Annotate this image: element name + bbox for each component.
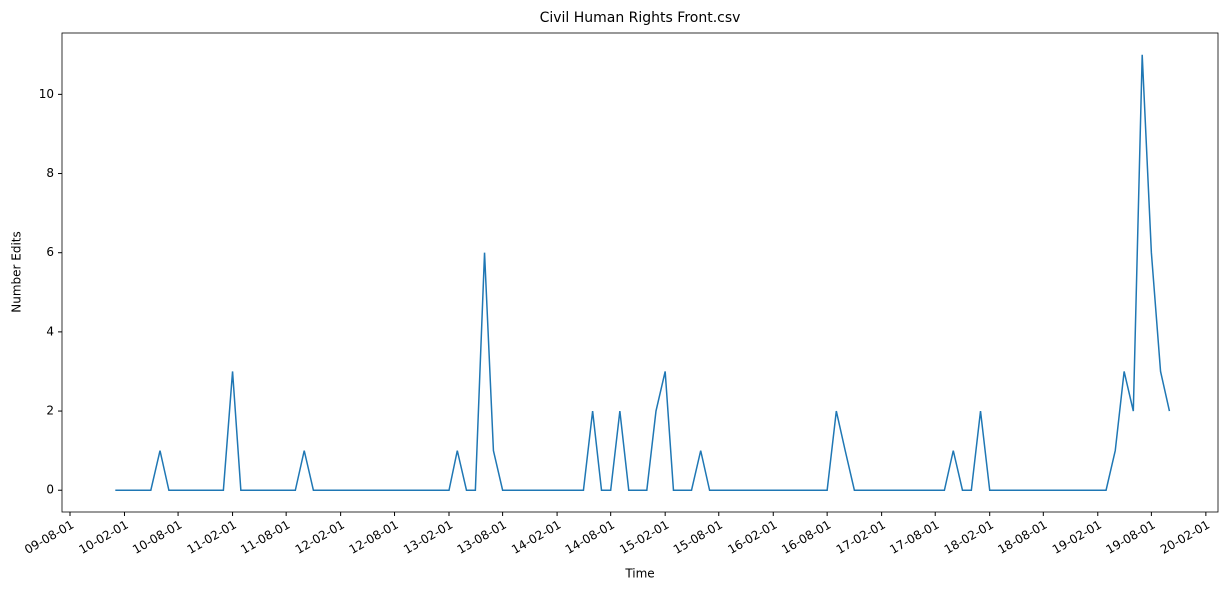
x-tick-label: 11-02-01 [185,518,239,557]
x-tick-label: 20-02-01 [1158,518,1212,557]
chart-title: Civil Human Rights Front.csv [540,10,741,26]
x-tick-label: 17-08-01 [887,518,941,557]
x-tick-label: 16-08-01 [779,518,833,557]
x-tick-label: 16-02-01 [725,518,779,557]
x-tick-label: 15-02-01 [617,518,671,557]
x-tick-label: 19-02-01 [1050,518,1104,557]
x-tick-label: 15-08-01 [671,518,725,557]
x-tick-label: 09-08-01 [22,518,76,557]
y-tick-label: 0 [46,483,54,497]
x-tick-label: 13-02-01 [401,518,455,557]
x-tick-label: 19-08-01 [1103,518,1157,557]
plot-frame [61,32,1219,513]
x-tick-label: 11-08-01 [238,518,292,557]
x-axis-label: Time [624,567,654,581]
x-tick-label: 12-02-01 [293,518,347,557]
y-tick-label: 10 [39,87,54,101]
x-tick-label: 14-08-01 [563,518,617,557]
x-tick-label: 10-08-01 [130,518,184,557]
x-tick-label: 14-02-01 [509,518,563,557]
data-line [115,54,1171,491]
x-tick-label: 17-02-01 [834,518,888,557]
x-tick-label: 12-08-01 [347,518,401,557]
y-tick-label: 2 [46,404,54,418]
x-tick-label: 18-02-01 [942,518,996,557]
y-axis-label: Number Edits [10,231,24,313]
y-tick-label: 8 [46,166,54,180]
y-tick-label: 6 [46,245,54,259]
x-tick-label: 18-08-01 [995,518,1049,557]
y-tick-label: 4 [46,324,54,338]
x-tick-label: 10-02-01 [77,518,131,557]
x-tick-label: 13-08-01 [455,518,509,557]
